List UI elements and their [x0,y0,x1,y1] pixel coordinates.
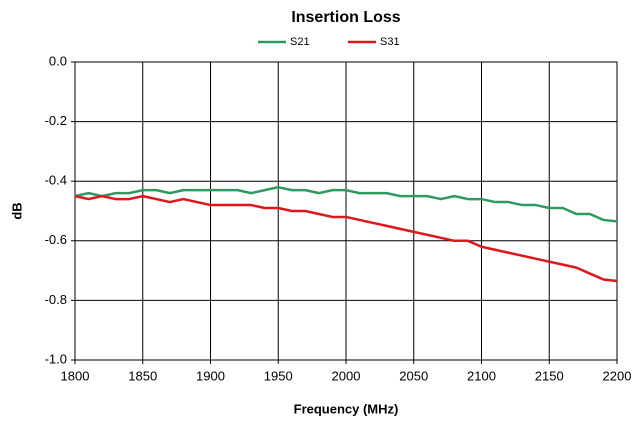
x-tick-label: 2150 [535,368,564,383]
chart-title: Insertion Loss [291,9,400,26]
series-line [74,194,618,283]
y-tick-label: -0.8 [45,292,67,307]
x-tick-label: 2200 [603,368,632,383]
y-tick-label: 0.0 [49,53,67,68]
y-tick-label: -0.6 [45,232,67,247]
x-axis-label: Frequency (MHz) [294,401,399,416]
plot-area [74,61,618,361]
y-tick-label: -0.4 [45,173,67,188]
legend-label: S21 [290,36,310,48]
x-tick-label: 2000 [332,368,361,383]
x-tick-label: 1900 [196,368,225,383]
x-tick-label: 1800 [61,368,90,383]
x-tick-label: 1950 [264,368,293,383]
legend-label: S31 [380,36,400,48]
y-tick-label: -1.0 [45,351,67,366]
y-tick-label: -0.2 [45,113,67,128]
y-axis-label: dB [9,202,24,219]
series-line [74,185,618,223]
x-tick-label: 2100 [467,368,496,383]
x-tick-label: 1850 [128,368,157,383]
x-tick-label: 2050 [399,368,428,383]
